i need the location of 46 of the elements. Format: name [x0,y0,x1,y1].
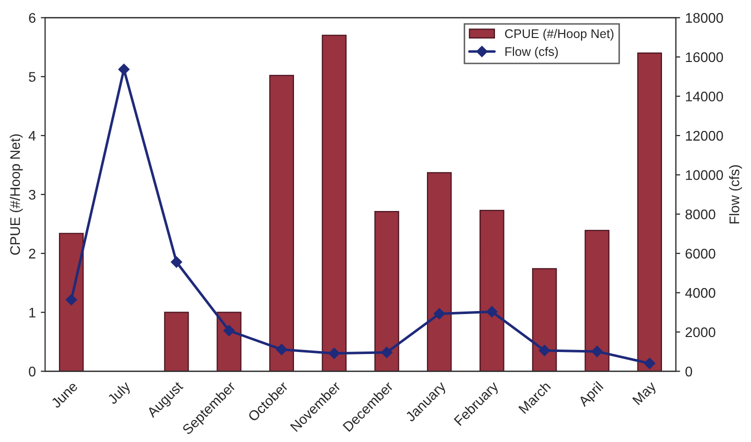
point [328,348,340,360]
y-tick-label: 5 [28,72,36,82]
point [118,64,130,75]
bar [584,230,610,372]
bar [532,268,557,372]
legend-label: Flow (cfs) [505,46,558,58]
bar [480,210,504,372]
bar [374,211,400,372]
y2-tick-label: 8000 [686,209,716,220]
y2-tick-label: 18000 [686,13,724,23]
y-tick-label: 1 [29,308,36,318]
point [644,358,656,370]
y-tick-label: 6 [29,13,36,23]
bar [216,312,242,372]
bar [322,34,347,372]
y2-tick-label: 4000 [685,288,716,298]
x-tick-label: July [106,380,134,407]
point [486,306,498,318]
bar [58,232,84,372]
y2-tick-label: 10000 [686,170,724,180]
point [381,346,392,358]
point [538,344,550,356]
y2-tick-label: 2000 [686,327,716,338]
y2-tick-label: 14000 [686,92,724,102]
y-tick-label: 4 [28,131,36,141]
point [223,325,235,336]
y-tick-label: 2 [29,248,36,258]
y-axis-title: CPUE (#/Hoop Net) [10,134,23,255]
y-tick-label: 3 [28,190,36,200]
point [591,346,603,358]
y-tick-label: 0 [28,366,36,376]
point [276,344,288,356]
y2-axis-title: Flow (cfs) [729,165,742,224]
y2-tick-label: 6000 [686,248,716,259]
point [66,294,77,306]
bar [426,172,452,372]
bar [637,52,662,372]
x-tick-label: May [632,380,659,408]
legend-label: CPUE (#/Hoop Net) [505,28,614,41]
bar [164,312,189,372]
bar [269,74,294,372]
point [170,256,182,268]
y2-tick-label: 12000 [686,130,724,141]
y2-tick-label: 0 [685,366,692,376]
y2-tick-label: 16000 [686,52,724,62]
point [434,308,445,320]
